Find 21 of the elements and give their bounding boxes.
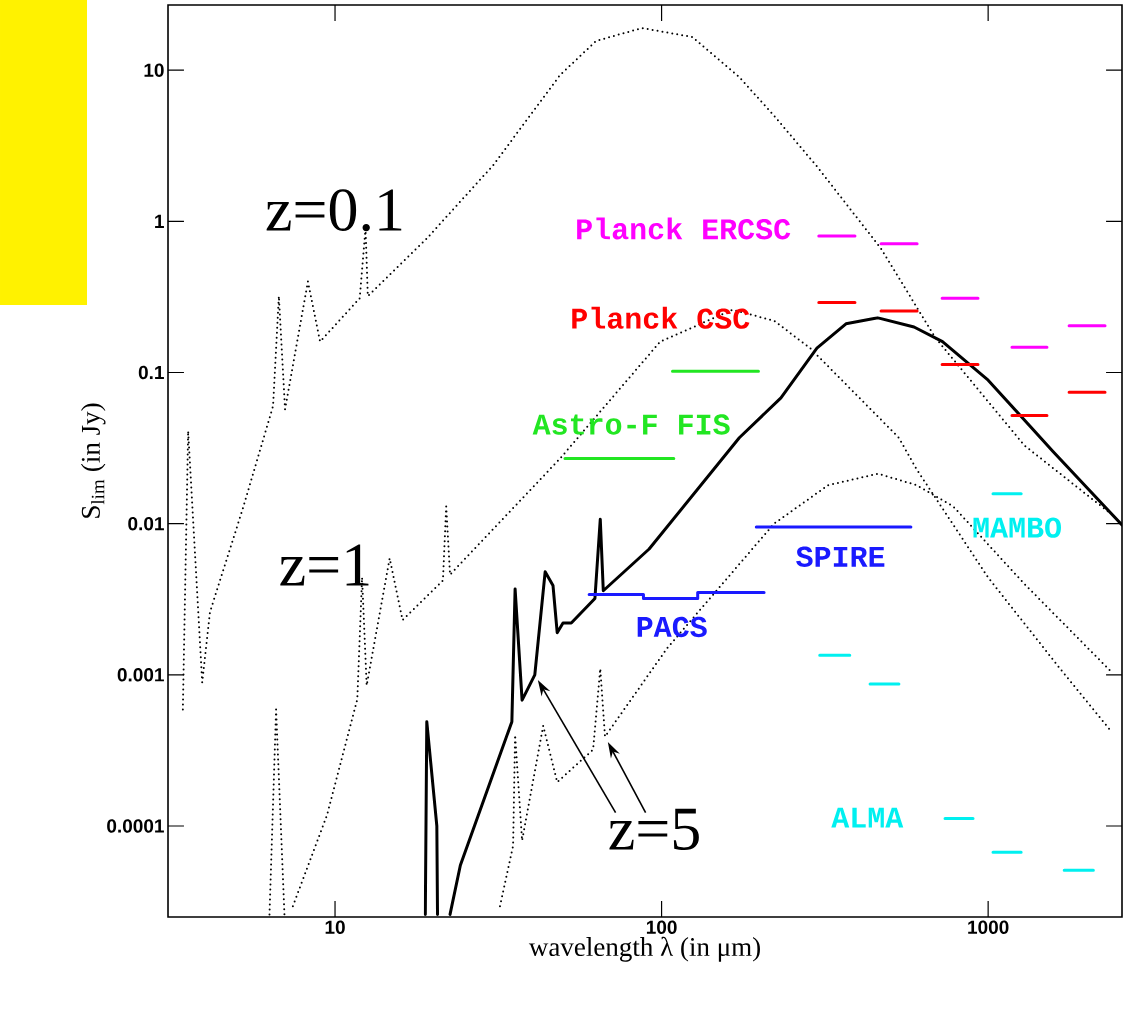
annotation: z=5 <box>609 808 699 851</box>
series-label: MAMBO <box>973 517 1062 538</box>
series-label: ALMA <box>831 807 904 828</box>
series-label: SPIRE <box>796 546 885 567</box>
series-label: Planck ERCSC <box>577 217 791 240</box>
x-tick-label: 1000 <box>968 920 1009 934</box>
y-tick-label: 10 <box>144 63 164 77</box>
series-label: Astro-F FIS <box>532 414 730 435</box>
annotation: z=1 <box>280 544 369 586</box>
y-tick-label: 0.001 <box>117 668 164 682</box>
series-label: PACS <box>637 616 707 638</box>
y-tick-label: 0.01 <box>128 516 164 531</box>
annotation: z=0.1 <box>266 189 402 232</box>
x-axis-title: wavelength λ (in μm) <box>528 936 760 962</box>
y-tick-label: 0.1 <box>138 365 164 380</box>
x-tick-label: 10 <box>325 920 345 934</box>
y-tick-label: 1 <box>155 214 164 228</box>
y-tick-label: 0.0001 <box>107 819 164 833</box>
text: Planck CSC <box>572 306 750 329</box>
x-tick-label: 100 <box>646 920 677 934</box>
y-axis-title: S$_{lim}$ (in Jy) <box>80 403 106 518</box>
